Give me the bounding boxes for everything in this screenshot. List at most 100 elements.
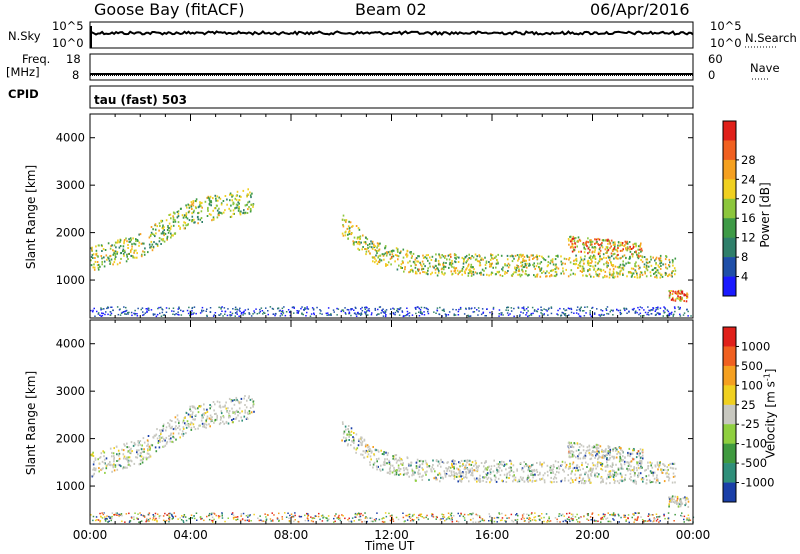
velocity-cell [600,517,602,520]
power-cell [357,241,360,244]
power-cell [625,248,627,251]
velocity-cell [609,454,611,456]
power-cell [626,246,629,249]
velocity-cell [250,520,252,522]
velocity-cell [222,415,225,418]
velocity-cell [595,467,597,470]
power-cell [626,275,628,278]
power-cell [433,266,435,269]
power-cell [685,300,688,303]
velocity-cell [391,516,393,519]
velocity-cell [663,468,666,471]
power-cell [520,265,523,268]
power-cell [537,308,539,310]
velocity-cell [145,519,148,521]
velocity-cell [406,515,409,517]
power-cell [549,269,552,272]
power-cell [448,258,451,261]
velocity-cell [648,513,650,515]
velocity-cell [664,517,666,520]
velocity-cell [346,444,349,447]
power-cell [207,206,209,209]
velocity-cell [395,461,398,464]
power-cell [364,308,367,310]
power-cell [467,263,470,266]
power-cell [208,203,211,205]
power-cell [158,306,160,309]
velocity-cell [627,451,629,454]
velocity-cell [176,414,179,417]
velocity-cell [368,450,371,452]
velocity-cell [576,467,578,470]
power-cell [384,315,387,318]
velocity-cell [234,412,236,415]
power-cell [616,250,619,253]
power-cell [574,246,576,249]
velocity-cell [93,460,95,463]
velocity-cell [221,512,223,514]
velocity-cell [574,479,577,481]
velocity-cell [600,462,602,465]
power-cell [620,269,622,272]
velocity-cell [529,467,531,469]
power-cell [655,263,657,266]
power-cell [356,236,359,239]
power-cell [97,263,100,266]
velocity-cell [628,468,630,471]
power-cell [247,201,249,204]
power-cell [128,240,131,243]
power-cell [482,311,485,314]
power-cell [124,313,126,315]
power-cell [570,245,573,248]
power-cell [658,259,661,262]
velocity-cell [634,472,636,475]
power-cell [174,232,177,235]
velocity-cell [652,473,654,476]
velocity-cell [572,451,575,454]
velocity-cell [577,455,579,458]
power-cell [471,255,473,257]
power-cell [520,261,522,264]
velocity-cell [294,519,296,521]
velocity-cell [237,400,239,403]
power-cell [341,309,343,311]
power-cell [370,246,373,249]
velocity-cell [122,453,125,456]
power-cell [638,255,640,258]
velocity-cell [640,460,643,463]
power-cell [348,231,350,234]
power-cell [107,313,109,316]
power-cell [664,274,667,276]
power-cell [246,203,248,206]
power-cell [248,312,250,314]
power-cell [120,312,123,314]
power-cell [594,238,596,241]
velocity-cell [428,466,431,469]
power-cell [467,258,469,261]
power-cell [686,292,688,295]
beam-title: Beam 02 [355,0,427,19]
velocity-cell [596,472,598,475]
velocity-cell [133,441,136,444]
power-cell [473,268,475,271]
power-cell [130,254,132,257]
velocity-cell [112,466,115,469]
power-cell [377,255,380,258]
velocity-cell [173,436,175,439]
power-cell [552,269,555,271]
velocity-cell [341,439,343,442]
power-cell [535,255,537,258]
velocity-cell [116,514,118,516]
velocity-cell [410,464,412,467]
velocity-cell [481,518,484,520]
velocity-cell [633,513,635,515]
power-cell [360,312,363,314]
power-cell [348,311,351,313]
velocity-cell [178,420,180,423]
power-ytick-label: 1000 [56,273,85,287]
power-cell [358,313,360,315]
power-cell [519,253,521,256]
velocity-cell [606,454,609,456]
power-cell [532,258,534,260]
power-cell [526,255,529,258]
